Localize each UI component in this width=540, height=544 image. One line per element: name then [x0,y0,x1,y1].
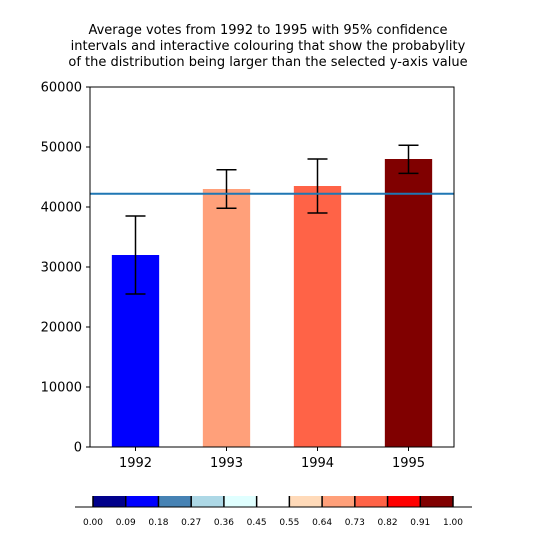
colorbar-tick-label: 0.36 [214,518,234,528]
colorbar-segment [223,496,258,507]
title-line: Average votes from 1992 to 1995 with 95%… [88,23,447,38]
x-tick-label: 1993 [210,456,243,471]
x-axis: 1992 1993 1994 1995 [119,447,425,471]
x-tick-label: 1994 [301,456,334,471]
colorbar-tick-label: 0.45 [247,518,267,528]
chart-title: Average votes from 1992 to 1995 with 95%… [68,23,467,70]
colorbar-tick-label: 0.64 [312,518,332,528]
bars-group [111,159,433,447]
colorbar-segment [289,496,323,507]
colorbar-segment [191,496,225,507]
colorbar-tick-label: 0.00 [83,518,103,528]
title-line: intervals and interactive colouring that… [71,39,466,54]
colorbar-tick-label: 0.91 [410,518,430,528]
colorbar-segment [387,496,421,507]
colorbar-segment [158,496,192,507]
colorbar-segment [420,496,454,507]
y-tick-label: 30000 [41,261,82,276]
colorbar-tick-label: 0.73 [345,518,365,528]
colorbar[interactable]: 0.00 0.09 0.18 0.27 0.36 0.45 0.55 0.64 0.73 0.82… [75,496,472,528]
colorbar-segment [322,496,356,507]
colorbar-segment [125,496,159,507]
y-tick-label: 20000 [41,321,82,336]
colorbar-segment [256,496,290,507]
colorbar-tick-label: 0.09 [116,518,136,528]
bar-1994 [293,186,342,447]
bar-1993 [202,189,251,447]
y-tick-label: 60000 [41,81,82,96]
y-tick-label: 40000 [41,201,82,216]
colorbar-segment [354,496,389,507]
error-bars-group [125,144,419,295]
y-tick-label: 10000 [41,381,82,396]
colorbar-segment [93,496,127,507]
colorbar-tick-label: 0.18 [148,518,168,528]
colorbar-tick-label: 1.00 [443,518,463,528]
title-line: of the distribution being larger than th… [68,55,467,70]
x-tick-label: 1995 [392,456,425,471]
colorbar-tick-label: 0.27 [181,518,201,528]
y-axis: 0 10000 20000 30000 40000 50000 60000 [41,81,90,456]
y-tick-label: 50000 [41,141,82,156]
colorbar-tick-label: 0.55 [279,518,299,528]
y-tick-label: 0 [74,441,82,456]
bar-1995 [384,159,433,447]
x-tick-label: 1992 [119,456,152,471]
colorbar-tick-label: 0.82 [378,518,398,528]
